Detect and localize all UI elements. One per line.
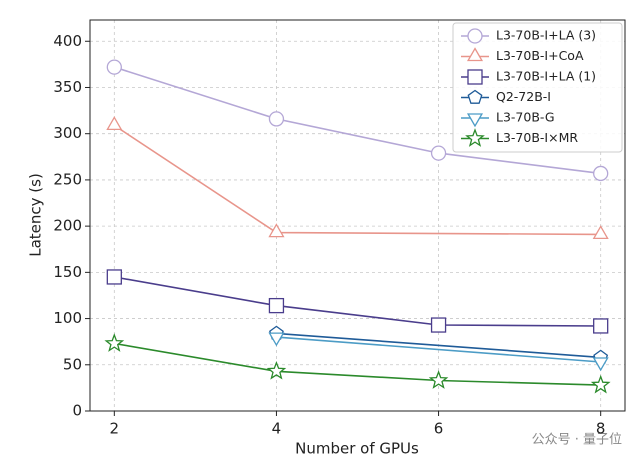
marker: [106, 269, 122, 285]
legend: L3-70B-I+LA (3) L3-70B-I+CoA L3-70B-I+LA (…: [452, 22, 623, 153]
legend-label: L3-70B-I+LA (3): [496, 28, 596, 43]
marker: [106, 59, 122, 75]
marker: [593, 318, 609, 334]
legend-label: L3-70B-I+CoA: [496, 48, 584, 63]
marker: [592, 357, 609, 372]
marker: [106, 116, 123, 131]
y-tick-label: 200: [53, 217, 82, 235]
x-tick-label: 4: [272, 420, 282, 438]
series-line: [276, 332, 601, 359]
watermark: 公众号 · 量子位: [532, 433, 622, 448]
legend-marker: [465, 128, 485, 147]
series-line: [114, 276, 601, 327]
legend-label: L3-70B-I+LA (1): [496, 69, 596, 84]
marker: [268, 297, 285, 314]
y-tick-label: 100: [53, 309, 82, 327]
legend-marker: [467, 28, 483, 44]
marker: [430, 145, 447, 161]
x-tick-label: 6: [434, 420, 444, 438]
legend-marker: [466, 47, 484, 62]
legend-marker: [466, 113, 484, 128]
legend-label: Q2-72B-I: [496, 89, 551, 104]
y-tick-label: 250: [53, 170, 82, 188]
plot-frame: [89, 19, 626, 412]
marker: [266, 361, 287, 380]
marker: [268, 223, 285, 238]
legend-label: L3-70B-G: [496, 110, 555, 125]
legend-box: [452, 22, 623, 153]
y-tick-label: 50: [63, 355, 82, 373]
series-line: [114, 66, 601, 175]
marker: [592, 225, 609, 240]
x-axis-label: Number of GPUs: [295, 440, 419, 458]
marker: [593, 165, 609, 182]
series-line: [114, 342, 601, 386]
marker: [428, 370, 449, 389]
marker: [268, 332, 285, 347]
y-tick-label: 150: [53, 263, 82, 281]
marker: [104, 333, 125, 352]
y-tick-label: 0: [72, 402, 82, 420]
y-tick-label: 350: [53, 78, 82, 96]
legend-marker: [467, 89, 483, 104]
marker: [268, 111, 285, 127]
x-tick-label: 2: [110, 420, 120, 438]
series-line: [276, 336, 601, 363]
legend-label: L3-70B-I×MR: [496, 130, 578, 145]
marker: [430, 317, 447, 333]
y-tick-label: 400: [53, 32, 82, 50]
y-tick-label: 300: [53, 124, 82, 142]
legend-marker: [467, 69, 483, 85]
y-axis-label: Latency (s): [27, 173, 45, 257]
marker: [590, 374, 611, 394]
x-tick-label: 8: [596, 420, 606, 438]
